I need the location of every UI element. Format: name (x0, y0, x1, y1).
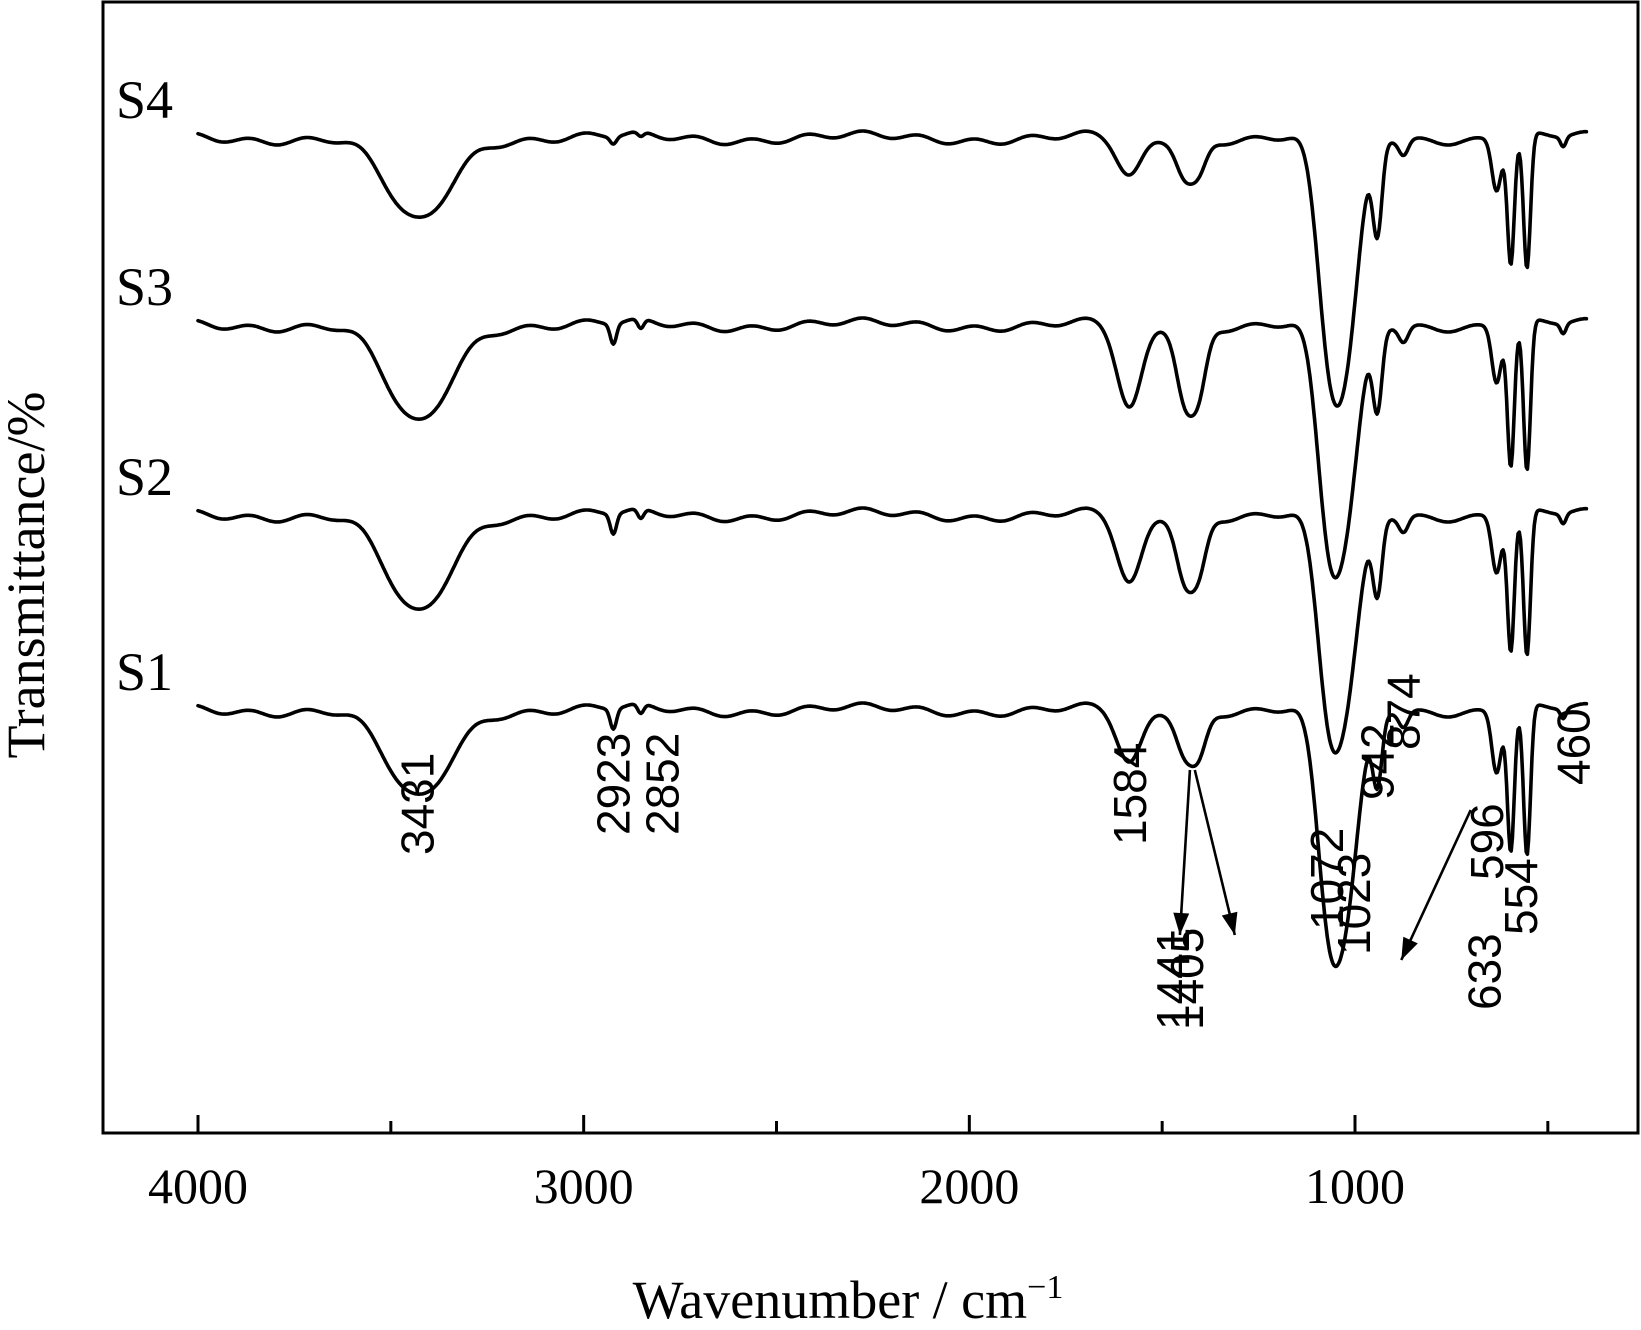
arrow-line-633 (1400, 809, 1472, 961)
peak-label-596: 596 (1461, 803, 1513, 880)
spectrum-s2 (196, 506, 1589, 755)
series-label-s1: S1 (116, 642, 173, 702)
spectra-group (196, 129, 1589, 969)
arrow-head-633 (1401, 936, 1418, 960)
x-tick-label: 3000 (534, 1158, 634, 1214)
peak-label-1584: 1584 (1104, 743, 1156, 845)
spectrum-s3 (196, 316, 1589, 580)
peak-label-2852: 2852 (637, 733, 689, 835)
x-axis-ticks (196, 1115, 1550, 1133)
x-axis-label: Wavenumber / cm−1 (633, 1269, 1064, 1330)
arrow-line-1441 (1178, 769, 1192, 936)
peak-label-460: 460 (1547, 708, 1599, 785)
arrow-line-1405 (1193, 769, 1237, 936)
arrow-head-1441 (1173, 912, 1190, 935)
x-tick-label: 1000 (1305, 1158, 1405, 1214)
series-label-s2: S2 (116, 447, 173, 507)
peak-label-942: 942 (1351, 723, 1403, 800)
peak-label-1023: 1023 (1328, 853, 1380, 955)
x-axis-label-superscript: −1 (1027, 1269, 1063, 1306)
arrow-head-1405 (1221, 911, 1238, 935)
peak-label-633: 633 (1459, 933, 1511, 1010)
spectrum-s1 (196, 701, 1589, 969)
peak-label-2923: 2923 (587, 733, 639, 835)
peak-label-554: 554 (1495, 858, 1547, 935)
spectrum-s4 (196, 129, 1589, 408)
peak-label-1072: 1072 (1301, 828, 1353, 930)
x-tick-label: 2000 (919, 1158, 1019, 1214)
x-tick-label: 4000 (148, 1158, 248, 1214)
x-axis-tick-labels: 4000 3000 2000 1000 (148, 1158, 1405, 1214)
series-labels: S4 S3 S2 S1 (116, 70, 173, 702)
annotation-arrows (1173, 769, 1472, 961)
series-label-s3: S3 (116, 257, 173, 317)
peak-label-3431: 3431 (391, 753, 443, 855)
plot-frame (101, 0, 1640, 1135)
series-label-s4: S4 (116, 70, 173, 130)
peak-label-1441: 1441 (1147, 928, 1199, 1030)
y-axis-label: Transmittance/% (0, 392, 56, 759)
peak-label-874: 874 (1378, 673, 1430, 750)
peak-label-1405: 1405 (1161, 928, 1213, 1030)
